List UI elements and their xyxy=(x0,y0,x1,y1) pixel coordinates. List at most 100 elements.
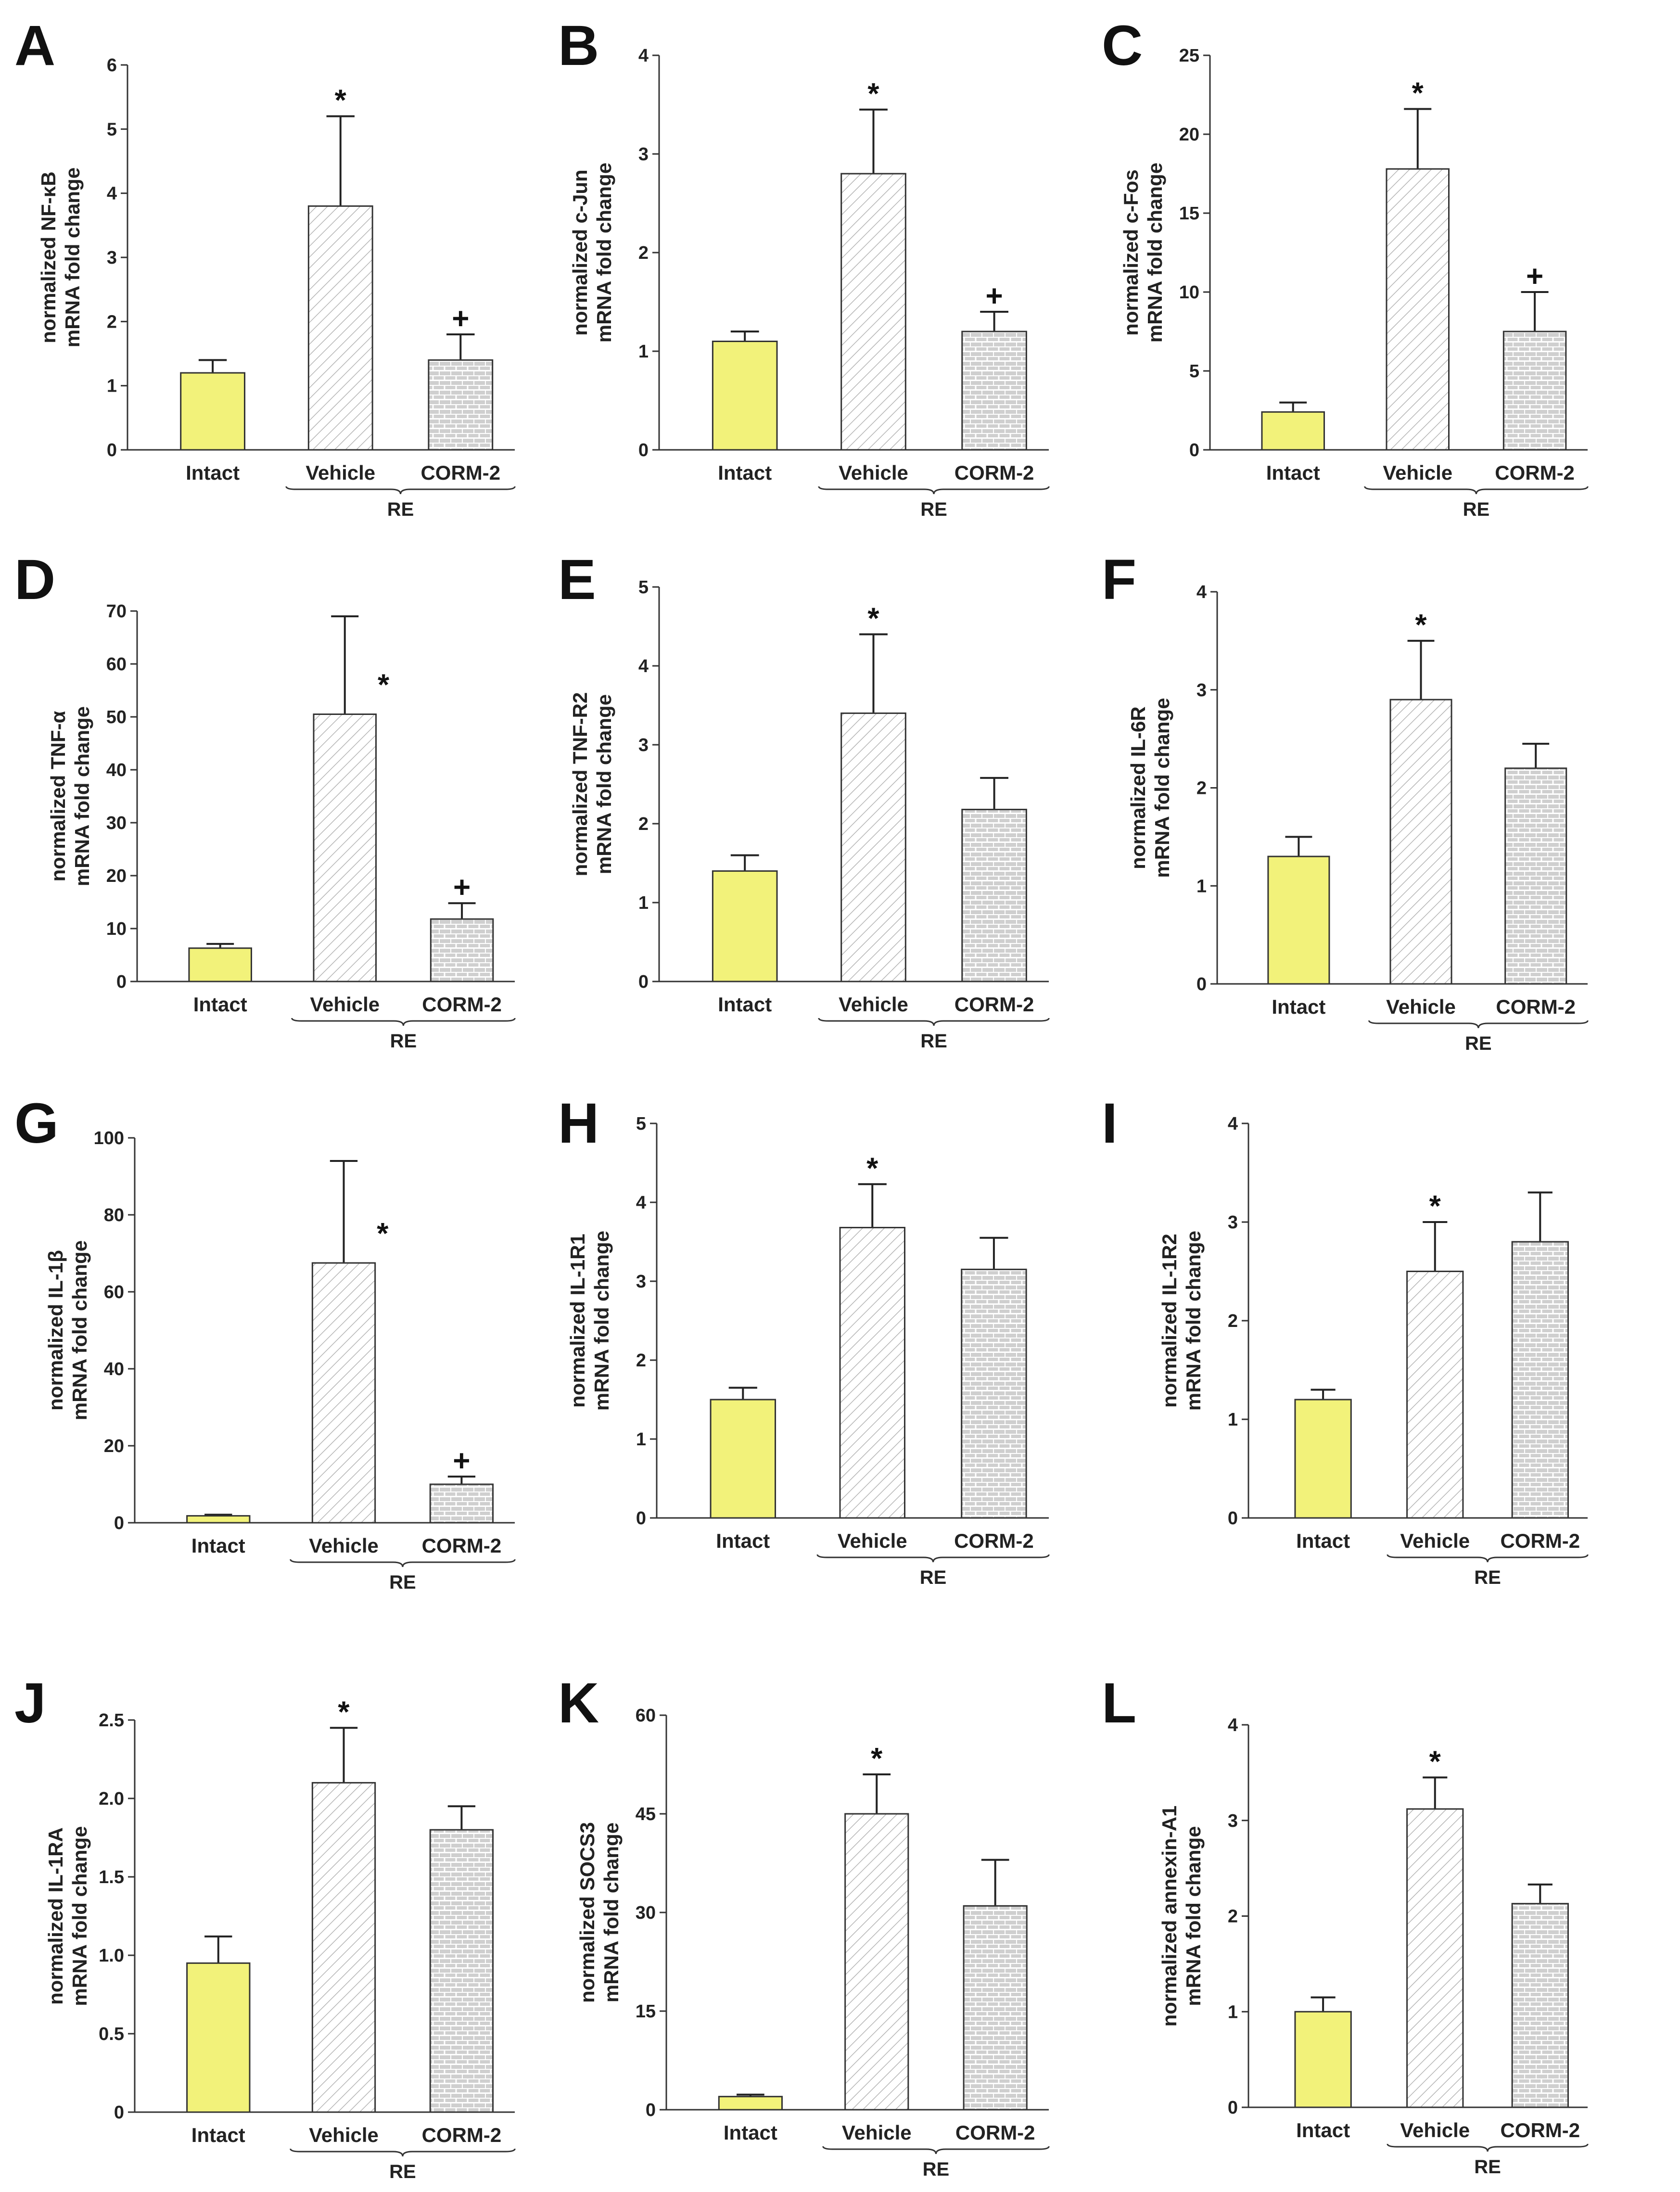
group-label: RE xyxy=(1474,2156,1501,2178)
y-tick-label: 60 xyxy=(636,1706,656,1726)
y-tick-label: 2.0 xyxy=(99,1789,124,1809)
y-tick-label: 1 xyxy=(636,1429,646,1450)
bar-intact xyxy=(1261,411,1325,451)
y-axis-label: normalized NF-κBmRNA fold change xyxy=(37,167,84,347)
group-brace xyxy=(1368,1020,1589,1029)
y-axis-label-line: normalized IL-1R1 xyxy=(566,1234,589,1408)
x-category-label: Intact xyxy=(191,1534,245,1557)
x-category-label: CORM-2 xyxy=(1495,461,1575,484)
y-tick-label: 45 xyxy=(636,1804,656,1824)
y-tick-label: 20 xyxy=(106,866,127,886)
y-tick-label: 0.5 xyxy=(99,2024,124,2044)
y-tick-label: 4 xyxy=(638,46,649,66)
y-tick-label: 0 xyxy=(1228,1508,1238,1529)
significance-star: * xyxy=(378,669,390,702)
y-tick-label: 3 xyxy=(638,144,649,165)
y-axis-label-line: mRNA fold change xyxy=(593,163,615,343)
bar-corm-2 xyxy=(1504,767,1567,985)
y-tick-label: 3 xyxy=(1228,1811,1238,1831)
x-category-label: Vehicle xyxy=(1386,995,1456,1018)
y-tick-label: 30 xyxy=(636,1903,656,1923)
group-label: RE xyxy=(389,1572,416,1593)
y-axis-label-line: mRNA fold change xyxy=(68,1240,91,1420)
y-tick-label: 0 xyxy=(1228,2098,1238,2118)
y-axis-label-line: mRNA fold change xyxy=(1182,1231,1205,1411)
y-tick-label: 2 xyxy=(1196,778,1207,799)
group-brace xyxy=(290,1559,516,1568)
group-label: RE xyxy=(389,2161,416,2182)
y-tick-label: 10 xyxy=(1179,282,1199,303)
x-category-label: Vehicle xyxy=(839,461,908,484)
panel-letter: D xyxy=(14,548,55,612)
bar-vehicle xyxy=(840,712,906,982)
chart-panel-h: H 0 1 2 3 4 5 normalized IL-1R1mRNA fold change… xyxy=(558,1092,1050,1588)
bar-vehicle xyxy=(1406,1271,1464,1519)
y-axis-label-line: normalized SOCS3 xyxy=(576,1822,598,2003)
bar-intact xyxy=(180,372,246,451)
x-category-label: Intact xyxy=(1296,1529,1350,1552)
group-label: RE xyxy=(387,499,414,520)
bar-corm-2 xyxy=(1511,1241,1569,1519)
x-category-label: Intact xyxy=(186,461,240,484)
bar-vehicle xyxy=(313,714,377,982)
x-category-label: CORM-2 xyxy=(954,1529,1034,1552)
group-brace xyxy=(290,2148,516,2157)
x-category-label: Intact xyxy=(191,2124,245,2146)
y-axis-label-line: normalized IL-1RA xyxy=(44,1827,67,2005)
x-category-label: Intact xyxy=(1296,2119,1350,2141)
x-category-label: CORM-2 xyxy=(1500,2119,1580,2141)
y-tick-label: 4 xyxy=(636,1193,646,1213)
y-axis-label-line: mRNA fold change xyxy=(1182,1826,1205,2006)
significance-star: * xyxy=(867,602,879,635)
y-tick-label: 80 xyxy=(104,1205,124,1225)
chart-panel-k: K 0 15 30 45 60 normalized SOCS3mRNA fold chan… xyxy=(558,1671,1050,2180)
bar-corm-2 xyxy=(430,918,494,982)
y-tick-label: 10 xyxy=(106,919,127,939)
chart-panel-j: J 0 0.5 1.0 1.5 2.0 2.5 normalized IL-1RAmRNA f… xyxy=(14,1671,516,2182)
x-category-label: Vehicle xyxy=(1400,1529,1470,1552)
group-label: RE xyxy=(1465,1033,1492,1054)
significance-star: * xyxy=(335,84,347,117)
y-tick-label: 0 xyxy=(638,972,649,992)
bar-corm-2 xyxy=(1511,1903,1569,2108)
y-tick-label: 2 xyxy=(636,1351,646,1371)
x-category-label: Vehicle xyxy=(309,1534,379,1557)
x-category-label: Intact xyxy=(193,993,247,1016)
y-tick-label: 5 xyxy=(638,577,649,598)
y-tick-label: 3 xyxy=(1228,1212,1238,1233)
group-label: RE xyxy=(1474,1567,1501,1588)
panel-letter: K xyxy=(558,1671,599,1735)
y-tick-label: 2 xyxy=(107,312,117,332)
significance-star: * xyxy=(1429,1190,1441,1223)
x-category-label: Intact xyxy=(716,1529,770,1552)
x-category-label: Vehicle xyxy=(305,461,375,484)
chart-panel-f: F 0 1 2 3 4 normalized IL-6RmRNA fold change In… xyxy=(1102,548,1589,1054)
y-tick-label: 15 xyxy=(636,2001,656,2022)
panel-letter: A xyxy=(14,14,55,77)
y-tick-label: 2 xyxy=(638,243,649,263)
y-axis-label-line: normalized c-Jun xyxy=(569,169,591,335)
x-category-label: Vehicle xyxy=(839,993,908,1016)
panel-letter: B xyxy=(558,14,599,77)
bar-intact xyxy=(1294,1399,1352,1519)
x-category-label: Vehicle xyxy=(310,993,380,1016)
y-tick-label: 2 xyxy=(1228,1907,1238,1927)
y-tick-label: 1 xyxy=(638,342,649,362)
y-tick-label: 1.5 xyxy=(99,1867,124,1887)
y-axis-label-line: mRNA fold change xyxy=(1144,163,1166,343)
x-category-label: CORM-2 xyxy=(1500,1529,1580,1552)
y-tick-label: 60 xyxy=(104,1282,124,1302)
x-category-label: CORM-2 xyxy=(422,1534,502,1557)
y-tick-label: 5 xyxy=(107,119,117,140)
y-tick-label: 0 xyxy=(1189,440,1199,460)
bar-intact xyxy=(1267,855,1330,985)
panel-letter: J xyxy=(14,1671,46,1735)
group-brace xyxy=(1387,2143,1589,2152)
panel-letter: H xyxy=(558,1092,599,1155)
y-tick-label: 0 xyxy=(114,2103,124,2123)
group-brace xyxy=(818,1018,1050,1026)
y-tick-label: 4 xyxy=(638,656,649,676)
bar-corm-2 xyxy=(429,1829,494,2113)
chart-panel-e: E 0 1 2 3 4 5 normalized TNF-R2mRNA fold change… xyxy=(558,548,1050,1052)
